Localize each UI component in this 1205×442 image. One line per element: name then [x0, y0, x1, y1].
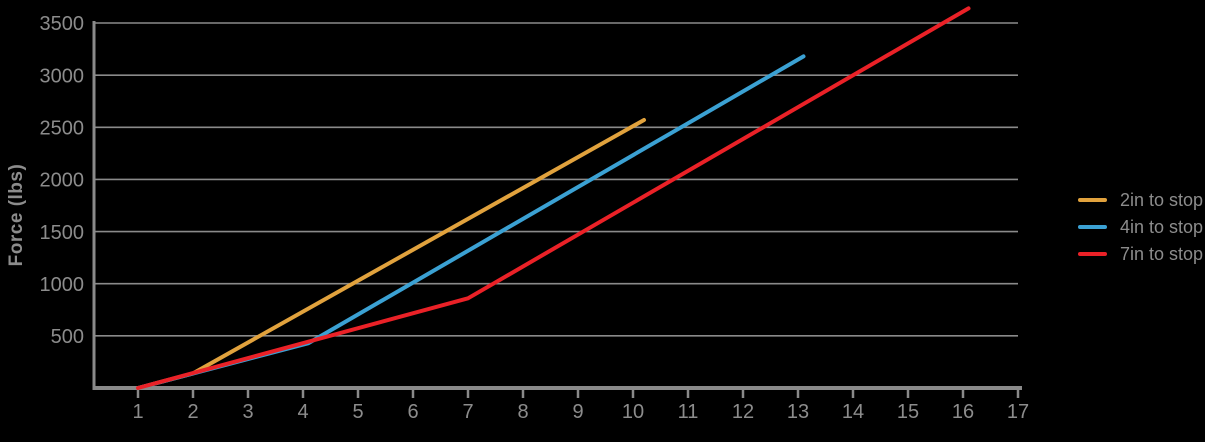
x-tick-label: 2	[187, 401, 198, 423]
y-tick-label: 3500	[40, 13, 85, 35]
x-tick-label: 17	[1007, 401, 1029, 423]
series-line-4in-to-stop	[136, 54, 806, 390]
y-tick-label: 2000	[40, 170, 85, 192]
legend-item-2in-to-stop: 2in to stop	[1078, 189, 1204, 210]
legend-item-7in-to-stop: 7in to stop	[1078, 243, 1204, 264]
y-tick-label: 3000	[40, 65, 85, 87]
legend-swatch-blue-icon	[1078, 225, 1107, 229]
x-tick-label: 11	[678, 401, 699, 423]
series-line-2in-to-stop	[136, 117, 646, 390]
x-tick-label: 7	[462, 401, 473, 423]
x-tick-label: 15	[897, 401, 919, 423]
y-tick-label: 500	[51, 326, 84, 348]
legend-label-2in: 2in to stop	[1120, 189, 1204, 210]
y-tick-label: 1000	[40, 274, 85, 296]
x-tick-label: 4	[297, 401, 308, 423]
x-tick-label: 8	[517, 401, 528, 423]
x-tick-label: 14	[842, 401, 864, 423]
legend-item-4in-to-stop: 4in to stop	[1078, 216, 1204, 237]
x-tick-label: 1	[132, 401, 143, 423]
x-tick-label: 12	[732, 401, 754, 423]
x-tick-label: 10	[622, 401, 644, 423]
legend: 2in to stop 4in to stop 7in to stop	[1078, 189, 1204, 264]
legend-label-7in: 7in to stop	[1120, 243, 1204, 264]
y-tick-label: 2500	[40, 117, 85, 139]
x-tick-label: 16	[952, 401, 974, 423]
x-tick-label: 5	[352, 401, 363, 423]
legend-swatch-orange-icon	[1078, 198, 1107, 202]
x-tick-label: 6	[407, 401, 418, 423]
x-tick-label: 13	[787, 401, 809, 423]
series-line-7in-to-stop	[136, 6, 971, 390]
x-tick-label: 3	[242, 401, 253, 423]
legend-label-4in: 4in to stop	[1120, 216, 1204, 237]
x-tick-label: 9	[572, 401, 583, 423]
legend-swatch-red-icon	[1078, 252, 1107, 256]
y-tick-label: 1500	[40, 222, 85, 244]
